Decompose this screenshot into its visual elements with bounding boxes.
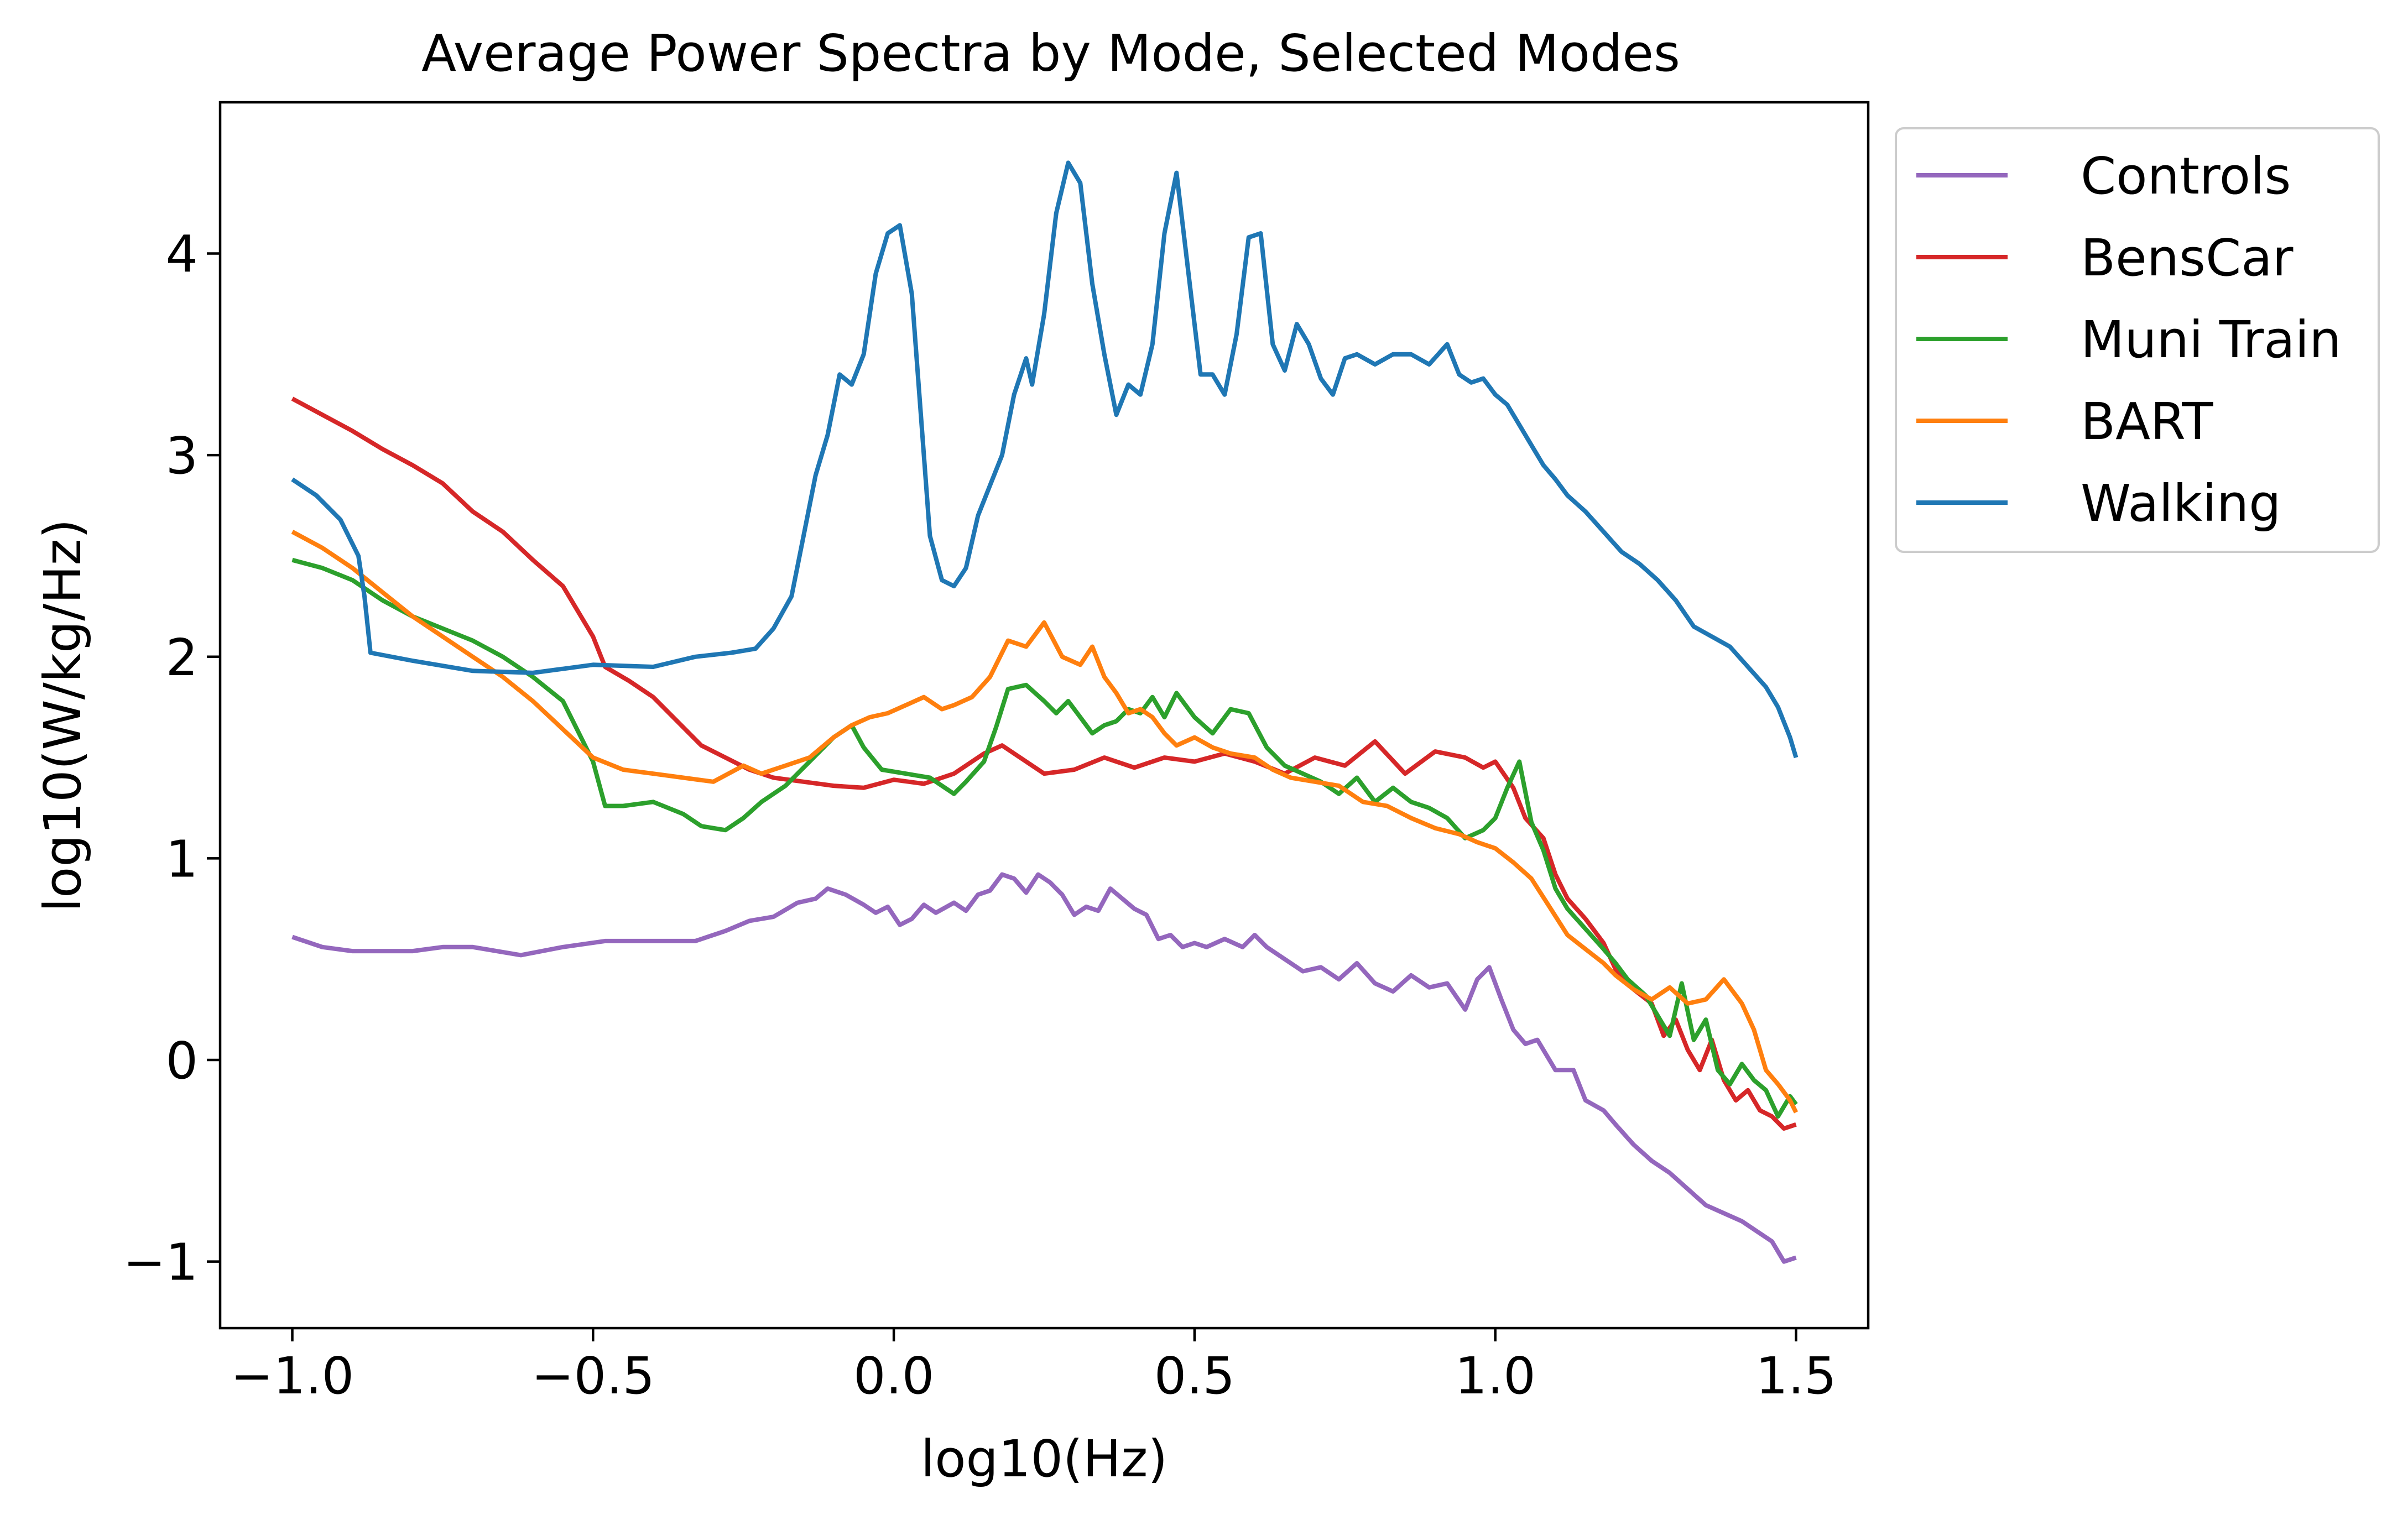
y-tick-label: 1 xyxy=(165,829,198,889)
y-tick-label: 3 xyxy=(165,426,198,485)
series-layer xyxy=(291,160,1799,1264)
x-tick-label: 1.0 xyxy=(1455,1346,1536,1406)
series-line-bart xyxy=(291,530,1799,1114)
legend-label: Muni Train xyxy=(2081,310,2342,369)
legend-label: BensCar xyxy=(2081,228,2294,288)
y-tick-label: 2 xyxy=(165,628,198,687)
x-tick-label: −1.0 xyxy=(231,1346,354,1406)
x-axis-label: log10(Hz) xyxy=(921,1429,1168,1488)
legend: Controls BensCar Muni Train BART Walking xyxy=(1895,127,2380,553)
x-axis: −1.0 −0.5 0.0 0.5 1.0 1.5 xyxy=(231,1328,1837,1406)
series-line-muni-train xyxy=(291,557,1798,1119)
y-tick-label: −1 xyxy=(123,1233,198,1292)
x-tick-label: −0.5 xyxy=(531,1346,655,1406)
x-tick-label: 0.5 xyxy=(1154,1346,1235,1406)
legend-label: BART xyxy=(2081,392,2213,451)
y-axis: −1 0 1 2 3 4 xyxy=(123,224,220,1292)
legend-label: Walking xyxy=(2081,474,2281,533)
legend-label: Controls xyxy=(2081,147,2291,206)
series-line-benscar xyxy=(291,396,1797,1131)
x-tick-label: 1.5 xyxy=(1755,1346,1836,1406)
legend-box xyxy=(1895,127,2380,553)
x-tick-label: 0.0 xyxy=(853,1346,934,1406)
series-line-walking xyxy=(291,160,1799,759)
series-line-controls xyxy=(291,872,1797,1264)
y-axis-label: log10(W/kg/Hz) xyxy=(33,519,92,912)
chart-title: Average Power Spectra by Mode, Selected … xyxy=(421,24,1680,83)
plot-frame xyxy=(218,101,1870,1330)
y-tick-label: 0 xyxy=(165,1031,198,1090)
y-tick-label: 4 xyxy=(165,224,198,284)
